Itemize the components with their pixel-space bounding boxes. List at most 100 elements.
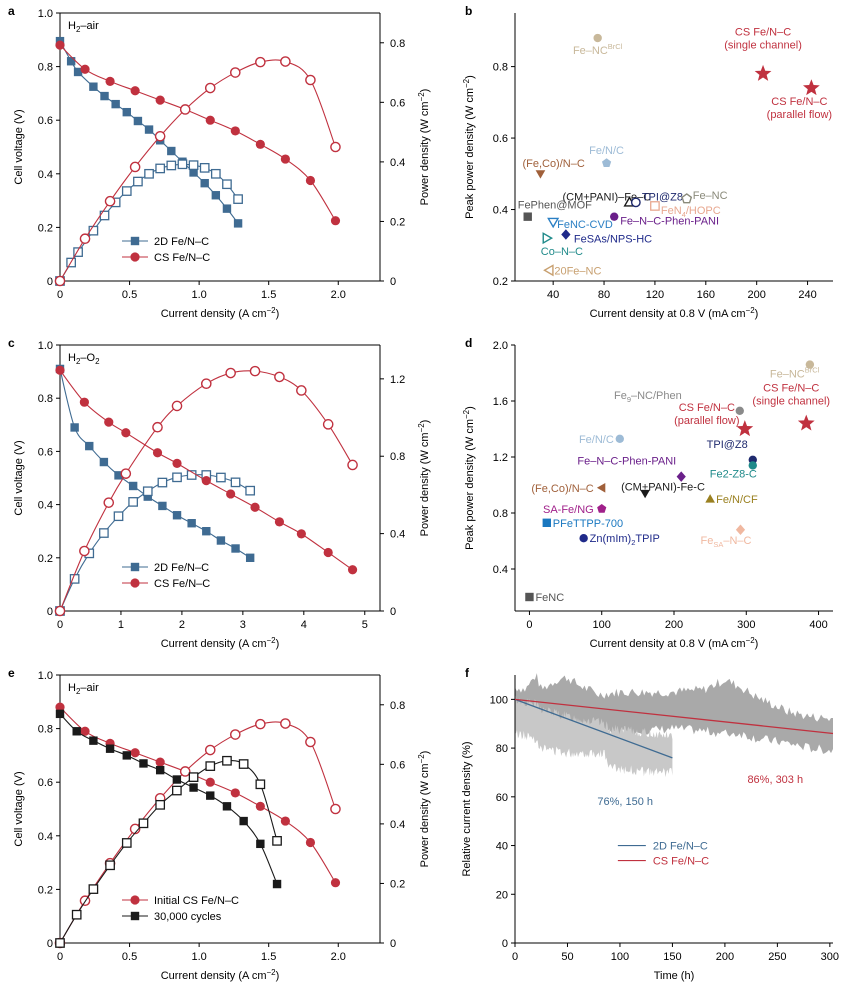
scatter-label: FeSAs/NPS-HC xyxy=(574,234,652,246)
data-point xyxy=(233,194,243,204)
data-point xyxy=(80,64,90,74)
data-point xyxy=(205,761,216,771)
y-axis-title: Cell voltage (V) xyxy=(13,771,25,846)
data-point xyxy=(216,536,226,545)
scatter-label-text: Fe xyxy=(614,390,627,402)
scatter-label: (Fe,Co)/N–C xyxy=(531,483,593,495)
x-axis-title: Current density (A cm−2) xyxy=(161,636,280,650)
condition-annotation: H2–O2 xyxy=(68,352,100,366)
scatter-point xyxy=(543,264,554,277)
y-tick-label: 0.8 xyxy=(38,393,53,405)
data-point xyxy=(222,802,232,811)
2d-fe-n-c-noise-band xyxy=(515,695,673,778)
x-tick-label: 0 xyxy=(57,951,63,963)
x-tick-label: 2.0 xyxy=(331,289,346,301)
annotation-text: H xyxy=(68,682,76,694)
scatter-label: CS Fe/N–C xyxy=(679,402,735,414)
x-axis-title-end: ) xyxy=(755,308,759,320)
data-point xyxy=(72,727,81,736)
scatter-point-group: Fe/N/CF xyxy=(705,494,758,506)
scatter-point xyxy=(535,170,546,179)
data-point xyxy=(305,736,316,748)
y-tick-label: 1.2 xyxy=(493,452,508,464)
scatter-label-text: Zn(mIm) xyxy=(590,533,632,545)
x-tick-label: 200 xyxy=(665,619,683,631)
x-tick-label: 300 xyxy=(821,951,839,963)
scatter-point-group: (Fe,Co)/N–C xyxy=(531,483,606,495)
x-axis-title-sup: −2 xyxy=(746,306,756,315)
scatter-point xyxy=(735,524,746,536)
data-point xyxy=(226,489,236,499)
data-point xyxy=(177,159,188,170)
y-tick-label: 0 xyxy=(47,606,53,618)
data-point xyxy=(152,448,163,458)
y-tick-label: 1.0 xyxy=(38,8,53,20)
scatter-label-text: SA-Fe/NG xyxy=(543,504,594,516)
y2-axis-title: Power density (W cm−2) xyxy=(417,751,431,868)
data-point xyxy=(73,67,83,77)
panel-f: f 0 50 100 150 200 250 300 0 20 40 60 80 100 Time (h) R… xyxy=(461,666,839,982)
y2-axis-title-sup: −2 xyxy=(417,423,426,433)
data-point xyxy=(204,744,216,756)
data-point xyxy=(100,91,109,101)
data-point xyxy=(255,801,265,811)
scatter-point xyxy=(525,592,534,602)
x-axis-title-text: Current density (A cm xyxy=(161,638,267,650)
scatter-label-sub: SA xyxy=(713,540,723,549)
data-point xyxy=(256,839,265,849)
x-axis-title-end: ) xyxy=(276,308,280,320)
data-point xyxy=(73,247,83,257)
scatter-label-text: Fe–N–C-Phen-PANI xyxy=(577,456,676,468)
y-tick-label: 0.2 xyxy=(38,553,53,565)
y-tick-label: 0.2 xyxy=(493,276,508,288)
data-point xyxy=(79,545,90,557)
scatter-label: CS Fe/N–C xyxy=(771,96,827,108)
data-point xyxy=(272,836,282,846)
scatter-point xyxy=(579,534,588,543)
scatter-label: SA-Fe/NG xyxy=(543,504,594,516)
series-line xyxy=(59,706,336,883)
data-point xyxy=(296,385,307,396)
annotation-sub: 2 xyxy=(76,357,81,366)
scatter-point-group: Fe/N/C xyxy=(589,145,624,167)
data-point xyxy=(99,528,109,538)
series-line xyxy=(59,721,336,944)
data-point xyxy=(205,777,215,787)
x-tick-label: 160 xyxy=(697,289,715,301)
scatter-label-text: CS Fe/N–C xyxy=(679,402,735,414)
y-axis-title: Peak power density (W cm−2) xyxy=(462,406,476,550)
scatter-label-text: (CM+PANI)–Fe–C xyxy=(562,191,651,203)
x-tick-label: 0 xyxy=(57,619,63,631)
scatter-point-group: Fe–NCBrCl xyxy=(770,360,820,381)
x-axis-title: Current density at 0.8 V (mA cm−2) xyxy=(590,306,759,320)
y2-tick-label: 0.2 xyxy=(390,216,405,228)
scatter-point xyxy=(802,79,820,96)
data-point xyxy=(280,718,291,729)
data-point xyxy=(200,178,209,188)
data-point xyxy=(274,517,285,527)
scatter-point-group: (Fe,Co)/N–C xyxy=(522,158,585,179)
data-point xyxy=(157,477,168,488)
y-axis-title-text: Peak power density (W cm xyxy=(464,88,476,219)
scatter-point xyxy=(542,518,551,527)
series-line-blue xyxy=(514,698,673,759)
data-point xyxy=(71,909,82,920)
scatter-label-text: TPI@Z8 xyxy=(707,439,748,451)
data-point xyxy=(80,726,90,736)
series-line xyxy=(59,370,354,612)
data-point xyxy=(133,116,143,126)
data-point xyxy=(347,565,358,575)
scatter-label-text: TPIP xyxy=(635,533,659,545)
series-2d-fe-n-c-voltage xyxy=(55,364,255,562)
scatter-label: Fe/N/CF xyxy=(716,494,758,506)
scatter-label-text: Co–N–C xyxy=(541,246,583,258)
y-tick-label: 0.6 xyxy=(38,115,53,127)
y2-tick-label: 0.8 xyxy=(390,451,405,463)
scatter-point xyxy=(523,212,532,221)
data-point xyxy=(105,76,115,86)
scatter-point-group: Fe9–NC/Phen xyxy=(614,390,744,415)
scatter-label-sub: 2 xyxy=(631,538,635,547)
data-point xyxy=(272,879,282,889)
scatter-point-group: Fe/N/C xyxy=(579,434,624,446)
condition-annotation: H2–air xyxy=(68,20,99,34)
